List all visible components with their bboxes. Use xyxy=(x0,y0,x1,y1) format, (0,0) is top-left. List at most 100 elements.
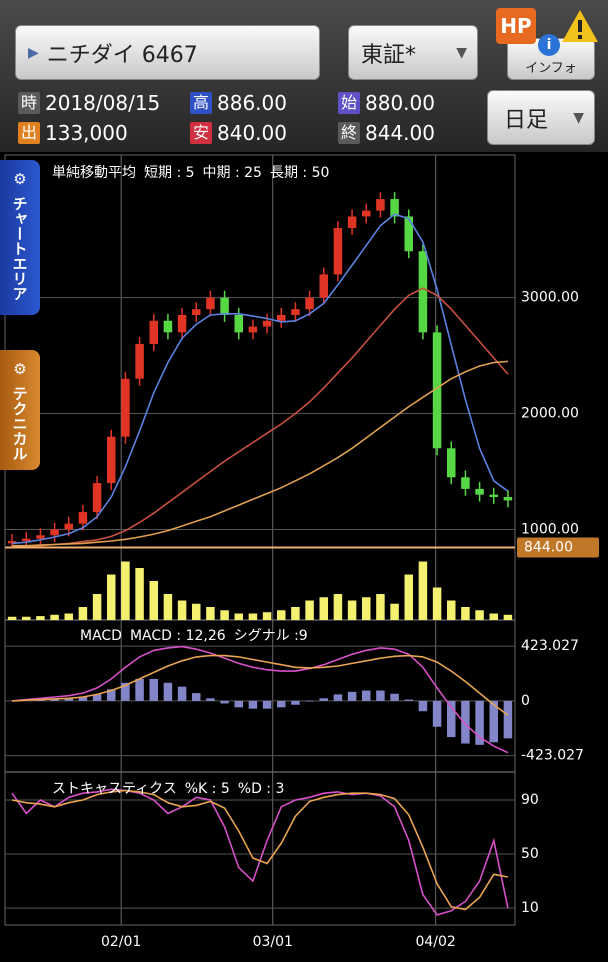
histogram-bar xyxy=(390,693,399,701)
x-tick-label: 04/02 xyxy=(415,934,455,950)
gear-icon: ⚙ xyxy=(11,360,29,378)
quote-item: 安 840.00 xyxy=(190,121,287,145)
market-button[interactable]: 東証* ▼ xyxy=(348,25,478,80)
histogram-bar xyxy=(432,700,442,727)
quote-value: 886.00 xyxy=(217,91,287,115)
histogram-bar xyxy=(192,693,201,701)
legend-entry: 長期 : 50 xyxy=(270,165,329,181)
volume-bar xyxy=(135,568,144,620)
panel xyxy=(12,645,513,754)
stock-button[interactable]: ▶ ニチダイ 6467 xyxy=(15,25,320,80)
volume-bar xyxy=(248,613,258,620)
volume-bar xyxy=(177,600,187,620)
dropdown-icon: ▼ xyxy=(456,44,467,61)
volume-bar xyxy=(461,607,470,620)
volume-bar xyxy=(78,607,88,620)
info-label: インフォ xyxy=(525,60,577,76)
quote-item: 時 2018/08/15 xyxy=(18,91,160,115)
legend-entry: 短期 : 5 xyxy=(144,165,195,181)
candle-body xyxy=(376,199,385,211)
candle-body xyxy=(163,320,173,333)
volume-bar xyxy=(447,600,456,620)
indicator-line xyxy=(12,645,509,754)
candle-body xyxy=(291,309,300,315)
volume-bar xyxy=(50,614,59,620)
volume-bar xyxy=(192,603,201,620)
volume-bar xyxy=(333,594,343,620)
candle-body xyxy=(234,314,243,333)
arrow-icon: ▶ xyxy=(28,44,39,61)
legend-entry: %D : 3 xyxy=(238,781,285,797)
histogram-bar xyxy=(262,700,272,709)
histogram-bar xyxy=(447,700,456,738)
candle-body xyxy=(489,494,498,497)
period-button[interactable]: 日足 ▼ xyxy=(487,90,595,145)
quote-item: 始 880.00 xyxy=(338,91,435,115)
quote-tag: 時 xyxy=(18,92,40,114)
candle-body xyxy=(64,523,73,530)
candle-body xyxy=(333,228,343,275)
market-label: 東証* xyxy=(361,42,417,68)
histogram-bar xyxy=(489,700,498,743)
candle-body xyxy=(135,343,144,379)
histogram-bar xyxy=(92,694,102,701)
panel xyxy=(11,788,509,916)
volume-bar xyxy=(163,594,173,620)
hp-badge: HP xyxy=(496,8,536,44)
quote-tag: 出 xyxy=(18,122,40,144)
volume-bar xyxy=(390,603,399,620)
volume-bar xyxy=(234,613,243,620)
y-tick-label: 1000.00 xyxy=(521,521,579,537)
candle-body xyxy=(220,297,229,315)
candle-body xyxy=(262,320,272,327)
candle-body xyxy=(362,210,371,217)
y-tick-label: 3000.00 xyxy=(521,290,579,306)
gear-icon: ⚙ xyxy=(11,170,29,188)
quote-value: 2018/08/15 xyxy=(45,91,161,115)
candle-body xyxy=(305,297,314,310)
quote-value: 844.00 xyxy=(365,121,435,145)
indicator-line xyxy=(11,788,509,916)
candle-body xyxy=(121,378,130,437)
histogram-bar xyxy=(305,700,314,702)
histogram-bar xyxy=(50,698,59,701)
volume-bar xyxy=(36,616,45,620)
candle-body xyxy=(503,496,513,501)
x-tick-label: 02/01 xyxy=(101,934,141,950)
candle-body xyxy=(107,436,116,484)
volume-bar xyxy=(121,561,130,620)
indicator-line xyxy=(11,789,509,911)
volume-bar xyxy=(291,607,300,620)
volume-bar xyxy=(92,594,102,620)
chart-area-tab[interactable]: ⚙ チャートエリア xyxy=(0,160,40,315)
panel-title: ストキャスティクス xyxy=(52,781,177,797)
histogram-bar xyxy=(418,700,428,712)
quote-value: 840.00 xyxy=(217,121,287,145)
quote-item: 高 886.00 xyxy=(190,91,287,115)
volume-bar xyxy=(503,614,513,620)
candle-body xyxy=(206,297,215,310)
volume-bar xyxy=(404,574,413,620)
volume-bar xyxy=(22,616,31,620)
candle-body xyxy=(248,326,258,333)
y-tick-label: 90 xyxy=(521,792,539,808)
histogram-bar xyxy=(234,700,243,708)
candle-body xyxy=(319,274,328,298)
candle-body xyxy=(177,314,187,333)
candle-body xyxy=(78,512,88,524)
quote-tag: 終 xyxy=(338,122,360,144)
candle-body xyxy=(22,538,31,542)
ma-line xyxy=(12,213,509,545)
volume-bar xyxy=(206,607,215,620)
histogram-bar xyxy=(220,700,229,704)
indicator-line xyxy=(12,654,509,716)
legend-entry: 中期 : 25 xyxy=(203,165,262,181)
technical-tab[interactable]: ⚙ テクニカル xyxy=(0,350,40,470)
volume-bar xyxy=(347,600,357,620)
candle-body xyxy=(475,488,484,495)
histogram-bar xyxy=(121,682,130,701)
quote-value: 880.00 xyxy=(365,91,435,115)
histogram-bar xyxy=(135,678,144,701)
volume-bar xyxy=(305,600,314,620)
quote-tag: 始 xyxy=(338,92,360,114)
